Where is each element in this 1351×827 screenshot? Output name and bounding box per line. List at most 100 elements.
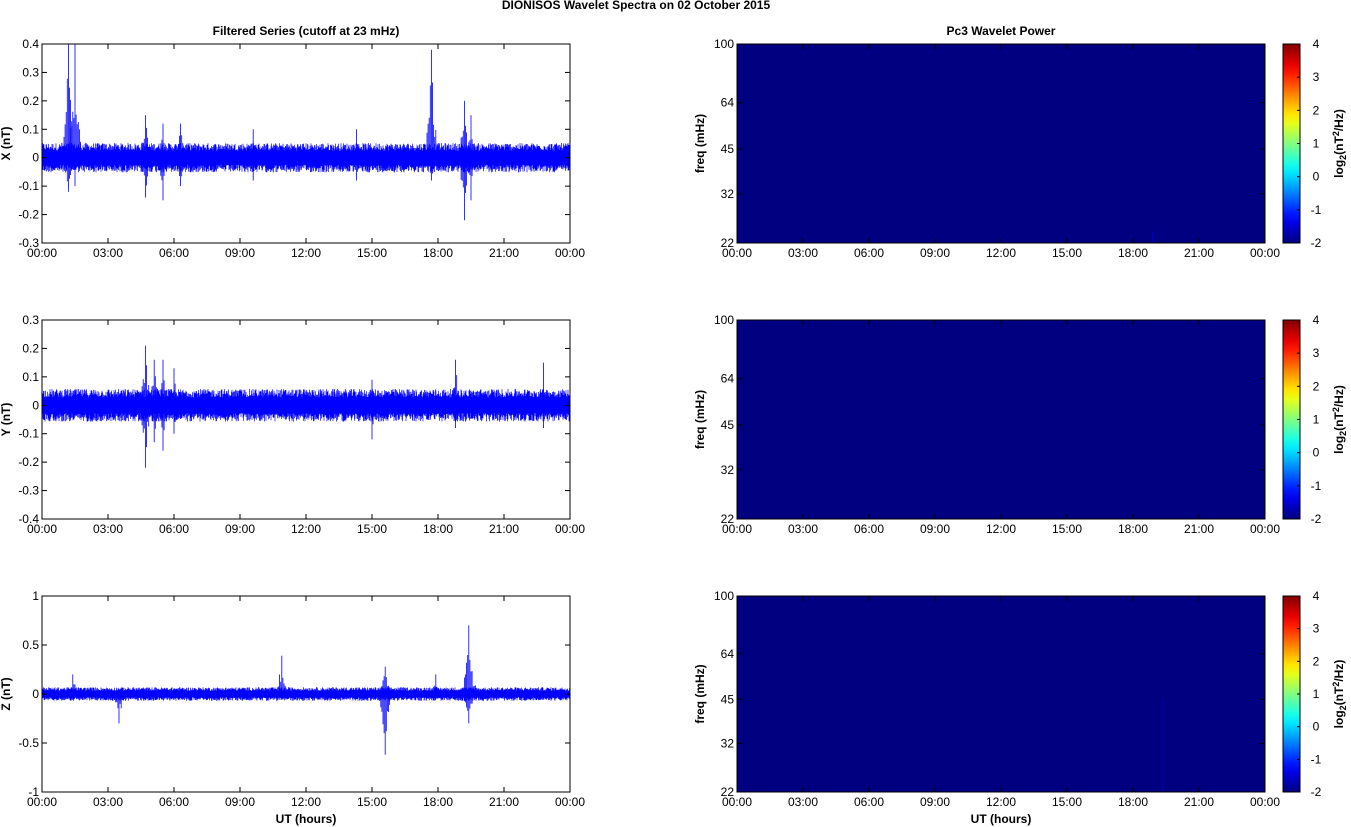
colorbar-tick-label: 0 [1313, 446, 1320, 460]
x-tick-label: 00:00 [722, 795, 752, 809]
x-tick-label: 00:00 [555, 522, 585, 536]
x-tick-label: 00:00 [555, 246, 585, 260]
y-tick-label: 45 [721, 692, 735, 706]
series-event [68, 44, 82, 187]
y-tick-label: 32 [721, 187, 735, 201]
y-tick-label: -0.1 [18, 179, 39, 193]
heatmap-cells [737, 596, 1265, 792]
line-chart-1: -0.4 -0.3 -0.2 -0.1 0 0.1 0.2 0.3 Y (nT) 00:00 03:… [0, 313, 585, 536]
x-axis-label: UT (hours) [971, 812, 1032, 826]
left-column-title: Filtered Series (cutoff at 23 mHz) [213, 24, 400, 38]
colorbar-tick-label: 4 [1313, 313, 1320, 327]
y-tick-label: 0 [32, 151, 39, 165]
x-tick-label: 18:00 [423, 246, 453, 260]
y-tick-label: 22 [721, 785, 735, 799]
right-column-title: Pc3 Wavelet Power [947, 24, 1056, 38]
y-tick-label: 0.5 [22, 638, 39, 652]
x-axis-label: UT (hours) [276, 812, 337, 826]
colorbar-tick-label: 3 [1313, 622, 1320, 636]
series-event [167, 368, 181, 434]
y-tick-label: -0.2 [18, 208, 39, 222]
y-tick-label: 0.1 [22, 370, 39, 384]
colorbar-tick-label: 1 [1313, 687, 1320, 701]
colorbar-tick-label: 2 [1313, 103, 1320, 117]
colorbar-label-part: 2 [1338, 155, 1348, 160]
colorbar-label-part: 2 [1331, 682, 1341, 687]
x-tick-label: 15:00 [357, 246, 387, 260]
colorbar-label-part: (nT [1332, 686, 1346, 705]
y-tick-label: -0.3 [18, 484, 39, 498]
y-axis-label: freq (mHz) [693, 664, 707, 723]
x-tick-label: 00:00 [1250, 246, 1280, 260]
y-axis-label: freq (mHz) [693, 114, 707, 173]
x-tick-label: 06:00 [159, 522, 189, 536]
colorbar-tick-label: 2 [1313, 654, 1320, 668]
series-line [42, 687, 570, 701]
heatmap-feature [1152, 231, 1154, 243]
x-tick-label: 12:00 [986, 795, 1016, 809]
series-event [378, 666, 393, 755]
series-event [464, 115, 478, 201]
x-tick-label: 03:00 [788, 246, 818, 260]
colorbar-label-part: (nT [1332, 412, 1346, 431]
colorbar-tick-label: -1 [1311, 203, 1322, 217]
x-tick-label: 21:00 [489, 795, 519, 809]
line-chart-0: -0.3 -0.2 -0.1 0 0.1 0.2 0.3 0.4 X (nT) 00:00 03:0… [0, 37, 585, 260]
x-tick-label: 09:00 [225, 795, 255, 809]
x-tick-label: 09:00 [920, 795, 950, 809]
colorbar-label-part: /Hz) [1332, 385, 1346, 407]
x-tick-label: 18:00 [1118, 522, 1148, 536]
y-tick-label: 0.4 [22, 37, 39, 51]
figure-title: DIONISOS Wavelet Spectra on 02 October 2… [502, 0, 771, 12]
colorbar-tick-label: 4 [1313, 589, 1320, 603]
y-axis-label: Y (nT) [0, 403, 13, 437]
series-line [42, 143, 570, 173]
series-event [349, 129, 364, 181]
y-tick-label: 45 [721, 142, 735, 156]
y-axis-label: X (nT) [0, 127, 13, 161]
colorbar-tick-label: 4 [1313, 37, 1320, 51]
x-tick-label: 00:00 [1250, 522, 1280, 536]
x-tick-label: 15:00 [357, 795, 387, 809]
colorbar-tick-label: 0 [1313, 720, 1320, 734]
y-tick-label: -0.3 [18, 236, 39, 250]
colorbar-tick-label: 3 [1313, 346, 1320, 360]
x-tick-label: 09:00 [920, 246, 950, 260]
charts-group: -0.3 -0.2 -0.1 0 0.1 0.2 0.3 0.4 X (nT) 00:00 03:0… [0, 37, 1348, 826]
x-tick-label: 18:00 [1118, 795, 1148, 809]
x-tick-label: 12:00 [986, 522, 1016, 536]
x-tick-label: 15:00 [1052, 246, 1082, 260]
x-tick-label: 09:00 [225, 246, 255, 260]
y-tick-label: 0 [32, 398, 39, 412]
colorbar-label: log2(nT2/Hz) [1331, 109, 1348, 178]
colorbar-tick-label: 0 [1313, 170, 1320, 184]
colorbar-tick-label: -2 [1311, 236, 1322, 250]
colorbar-label-part: log [1332, 710, 1346, 728]
y-tick-label: 22 [721, 512, 735, 526]
colorbar-label-part: 2 [1338, 431, 1348, 436]
y-tick-label: 32 [721, 463, 735, 477]
series-event [428, 674, 443, 699]
x-tick-label: 06:00 [854, 795, 884, 809]
colorbar-label-part: 2 [1331, 131, 1341, 136]
heatmap-feature [1161, 699, 1164, 792]
y-tick-label: 22 [721, 236, 735, 250]
y-tick-label: 64 [721, 372, 735, 386]
x-tick-label: 06:00 [159, 246, 189, 260]
heatmap-cells [737, 320, 1265, 519]
series-event [448, 359, 463, 428]
colorbar-tick-label: -2 [1311, 785, 1322, 799]
y-tick-label: 0 [32, 687, 39, 701]
colorbar-tick-label: -2 [1311, 512, 1322, 526]
y-tick-label: 0.3 [22, 65, 39, 79]
x-tick-label: 00:00 [722, 246, 752, 260]
colorbar-label-part: (nT [1332, 136, 1346, 155]
series-event [112, 689, 126, 724]
y-tick-label: 32 [721, 736, 735, 750]
y-tick-label: 0.2 [22, 94, 39, 108]
y-tick-label: -0.5 [18, 736, 39, 750]
colorbar-tick-label: 2 [1313, 379, 1320, 393]
